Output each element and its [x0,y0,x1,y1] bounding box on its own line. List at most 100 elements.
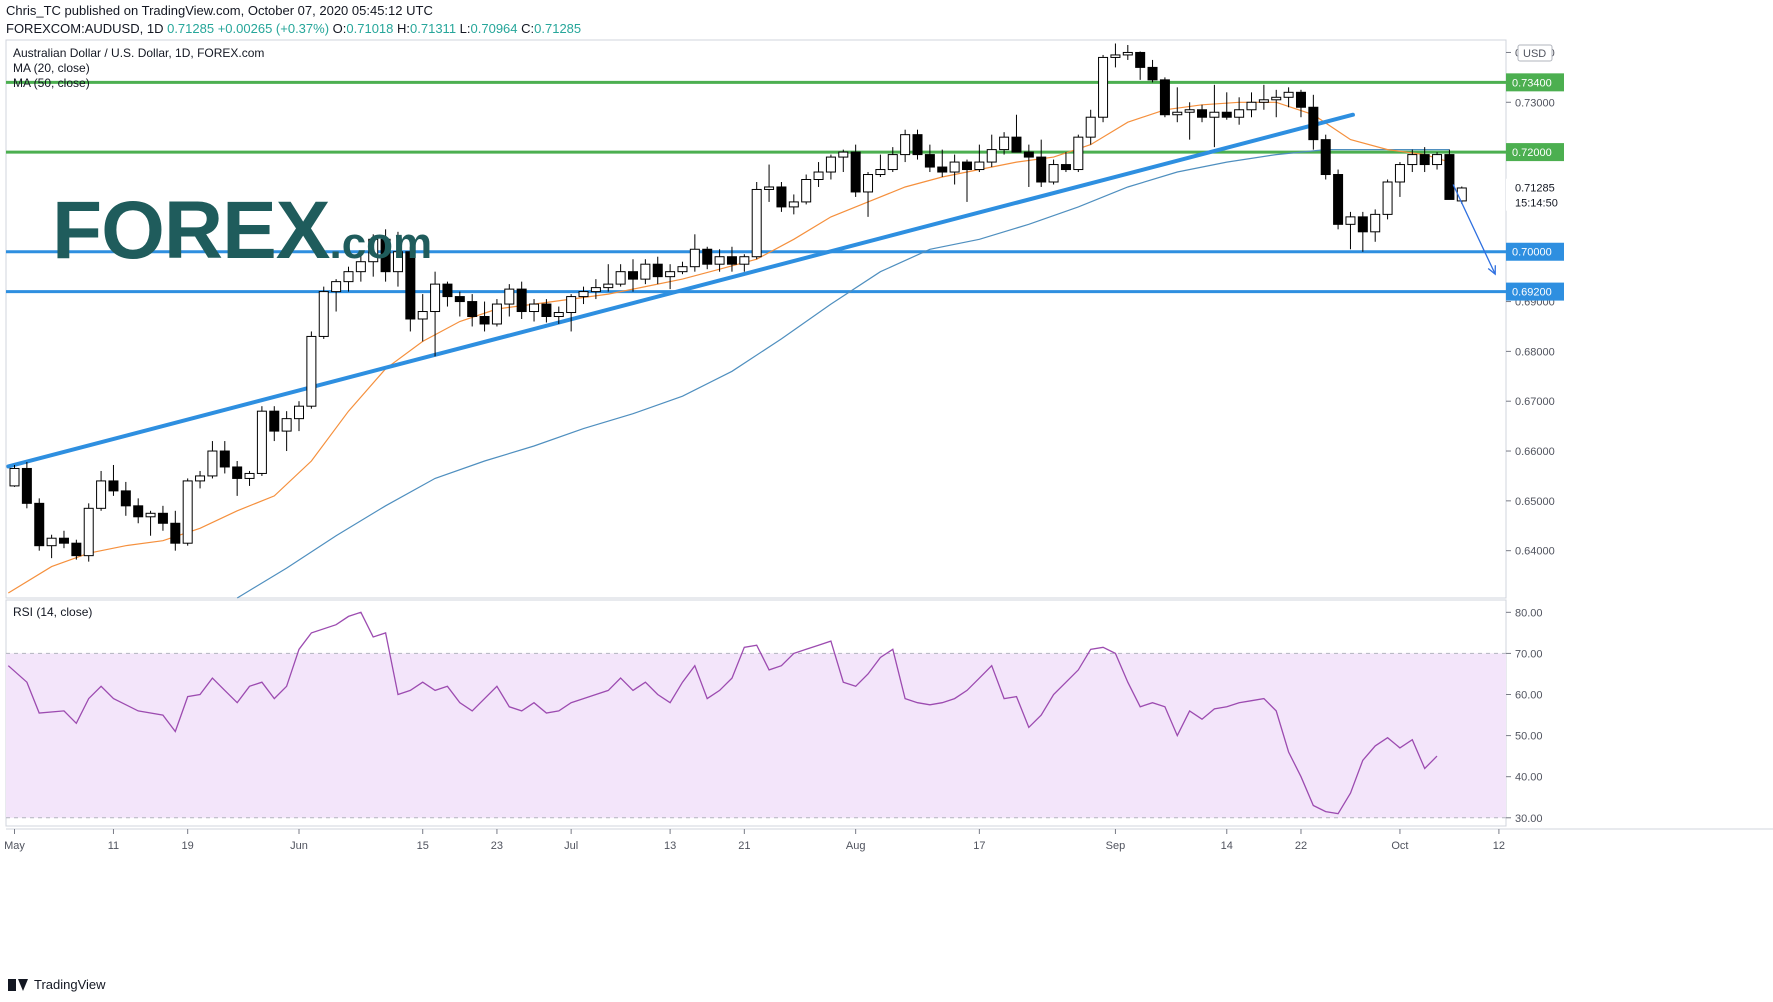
candle-up [244,472,255,479]
candle-up [986,149,997,163]
candle-down [516,288,527,313]
low-label: L: [459,21,471,36]
candle-down [1357,216,1368,233]
candle-down [1159,79,1170,116]
candle-up [813,171,824,180]
tradingview-footer[interactable]: TradingView [8,977,106,992]
candle-up [1073,136,1084,171]
candle-down [628,271,638,280]
close-value: 0.71285 [534,21,582,36]
candle-down [157,512,168,524]
candle-up [603,283,614,289]
open-label: O: [332,21,347,36]
rsi-tick-label: 40.00 [1515,772,1543,784]
candle-up [801,179,812,203]
candle-up [430,283,441,313]
level-label: 0.72000 [1512,147,1552,159]
candle-up [1172,111,1183,116]
candle-down [479,316,490,325]
rsi-title: RSI (14, close) [13,605,92,619]
ma50-line [236,149,1450,599]
candle-up [1048,164,1059,183]
candle-down [1023,151,1034,158]
currency-box [1517,44,1553,62]
close-label: C: [521,21,535,36]
time-tick-label: May [4,840,25,852]
forex-logo: FOREX.com [52,190,432,285]
candle-up [751,188,762,258]
level-label: 0.70000 [1512,247,1552,259]
rsi-tick-label: 80.00 [1515,607,1543,619]
time-tick-label: Jul [564,840,578,852]
candle-up [714,256,725,265]
candle-up [1432,154,1443,166]
candle-up [578,291,589,298]
candle-up [1098,56,1109,118]
candle-down [1060,164,1071,171]
logo-suffix: .com [329,219,433,268]
candle-down [1197,109,1208,118]
symbol-ohlc-line: FOREXCOM:AUDUSD, 1D 0.71285 +0.00265 (+0… [6,21,581,37]
candle-up [863,174,874,193]
level-label-box [1506,282,1564,301]
candle-up [392,251,403,273]
candle-up [875,169,886,176]
candle-up [343,271,354,283]
candle-down [1221,111,1232,118]
candle-up [590,287,601,293]
candle-up [566,296,577,314]
candle-down [1320,139,1331,176]
currency-label: USD [1523,48,1546,60]
candle-up [665,271,676,278]
time-tick-label: 19 [182,840,194,852]
candle-up [1271,96,1282,101]
high-value: 0.71311 [410,21,457,36]
rsi-line [7,611,1438,815]
logo-main: FOREX [52,185,330,276]
time-tick-label: 23 [491,840,503,852]
candles-group [9,43,1467,562]
candle-down [380,238,391,273]
projection-arrow [1452,184,1496,275]
candle-down [442,283,453,298]
candle-up [256,410,267,474]
ma20-line [7,101,1450,594]
candle-up [368,238,379,263]
candle-up [739,256,750,265]
rsi-tick-label: 60.00 [1515,690,1543,702]
candle-down [924,154,935,168]
last-price-label: 0.71285 [1515,183,1555,195]
candle-up [1407,154,1418,166]
candle-up [689,248,700,268]
price-tick-label: 0.67000 [1515,396,1555,408]
candle-up [1085,116,1096,138]
candle-up [1382,181,1393,215]
candle-up [949,161,960,173]
bar-countdown: 15:14:50 [1515,198,1558,210]
time-tick-label: 11 [108,840,119,852]
price-tick-label: 0.65000 [1515,496,1555,508]
candle-down [961,161,972,171]
symbol-label: FOREXCOM:AUDUSD, 1D [6,21,164,36]
candle-down [467,301,478,318]
time-tick-label: Oct [1391,840,1408,852]
publisher-line: Chris_TC published on TradingView.com, O… [6,3,433,18]
candle-up [306,335,317,407]
candle-up [825,156,836,173]
candle-up [999,136,1010,151]
candle-up [96,480,107,509]
ma50-legend: MA (50, close) [13,76,90,90]
price-tick-label: 0.73000 [1515,97,1555,109]
candle-down [1295,91,1306,108]
candle-up [764,186,775,190]
candle-up [207,450,218,477]
high-label: H: [397,21,411,36]
chart-title: Australian Dollar / U.S. Dollar, 1D, FOR… [13,46,264,60]
footer-brand: TradingView [34,977,106,992]
time-tick-label: Jun [290,840,308,852]
candle-down [702,248,713,265]
time-tick-label: Aug [846,840,866,852]
time-tick-label: 12 [1493,840,1505,852]
candle-up [1283,91,1294,98]
